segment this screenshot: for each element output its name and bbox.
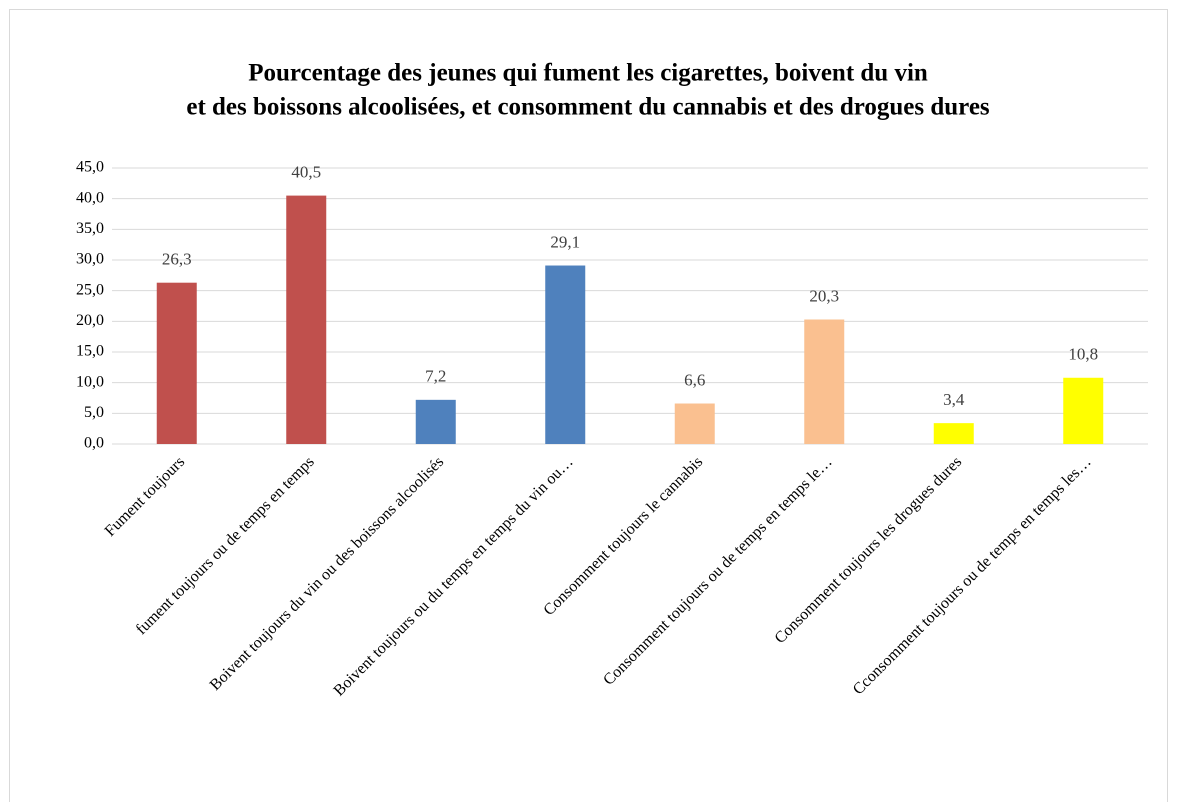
bar bbox=[804, 319, 845, 444]
bar bbox=[1063, 377, 1104, 444]
y-tick-label: 20,0 bbox=[76, 312, 104, 329]
y-tick-label: 25,0 bbox=[76, 281, 104, 298]
y-tick-label: 5,0 bbox=[84, 404, 104, 421]
value-label: 20,3 bbox=[809, 286, 839, 305]
y-tick-label: 10,0 bbox=[76, 373, 104, 390]
y-tick-label: 35,0 bbox=[76, 220, 104, 237]
y-tick-label: 45,0 bbox=[76, 159, 104, 176]
bar bbox=[674, 403, 715, 444]
y-tick-label: 15,0 bbox=[76, 343, 104, 360]
chart-border bbox=[9, 9, 1168, 802]
y-tick-label: 40,0 bbox=[76, 189, 104, 206]
bar bbox=[545, 265, 586, 444]
bar bbox=[286, 195, 327, 444]
y-tick-label: 0,0 bbox=[84, 435, 104, 452]
value-label: 3,4 bbox=[943, 390, 965, 409]
y-tick-label: 30,0 bbox=[76, 251, 104, 268]
bar bbox=[156, 282, 197, 444]
value-label: 26,3 bbox=[162, 250, 192, 269]
chart-title: Pourcentage des jeunes qui fument les ci… bbox=[248, 60, 928, 87]
value-label: 6,6 bbox=[684, 370, 705, 389]
chart-title: et des boissons alcoolisées, et consomme… bbox=[186, 94, 990, 121]
value-label: 7,2 bbox=[425, 367, 446, 386]
value-label: 40,5 bbox=[291, 163, 321, 182]
value-label: 29,1 bbox=[550, 232, 580, 251]
bar bbox=[933, 423, 974, 444]
value-label: 10,8 bbox=[1068, 345, 1098, 364]
bar bbox=[415, 399, 456, 444]
